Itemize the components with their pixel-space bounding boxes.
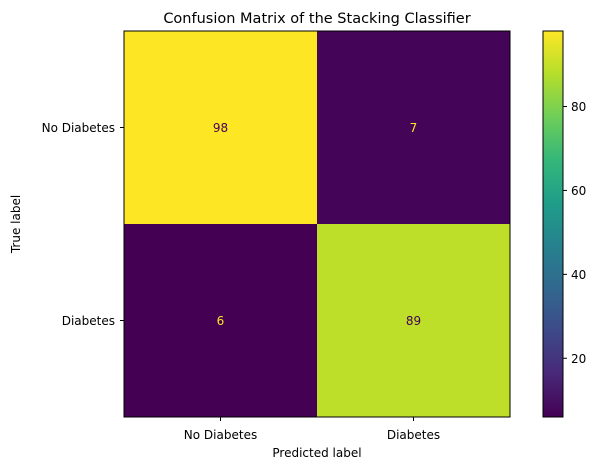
x-tick-label: No Diabetes	[184, 428, 257, 442]
matrix-cell	[124, 224, 317, 417]
y-axis-label: True label	[9, 195, 23, 254]
matrix-cell	[124, 31, 317, 224]
plot-frame	[123, 30, 511, 418]
colorbar-tick-label: 60	[571, 184, 586, 198]
colorbar-tick-label: 80	[571, 100, 586, 114]
cell-value-label: 89	[406, 314, 421, 328]
colorbar	[542, 30, 564, 418]
y-tick-label: Diabetes	[62, 314, 115, 328]
x-axis-label: Predicted label	[272, 446, 361, 460]
colorbar-tick-label: 40	[571, 268, 586, 282]
colorbar-ticks: 20 40 60 80	[563, 100, 586, 366]
matrix-cell	[317, 224, 510, 417]
matrix-cell-labels: 98 7 6 89	[213, 121, 421, 328]
x-tick-label: Diabetes	[387, 428, 440, 442]
y-axis-ticks: No Diabetes Diabetes	[42, 121, 124, 328]
cell-value-label: 98	[213, 121, 228, 135]
cell-value-label: 6	[217, 314, 225, 328]
matrix-cell	[317, 31, 510, 224]
cell-value-label: 7	[410, 121, 418, 135]
colorbar-tick-label: 20	[571, 352, 586, 366]
y-tick-label: No Diabetes	[42, 121, 115, 135]
chart-title: Confusion Matrix of the Stacking Classif…	[163, 11, 470, 27]
x-axis-ticks: No Diabetes Diabetes	[184, 417, 440, 442]
matrix-cells	[124, 31, 510, 417]
